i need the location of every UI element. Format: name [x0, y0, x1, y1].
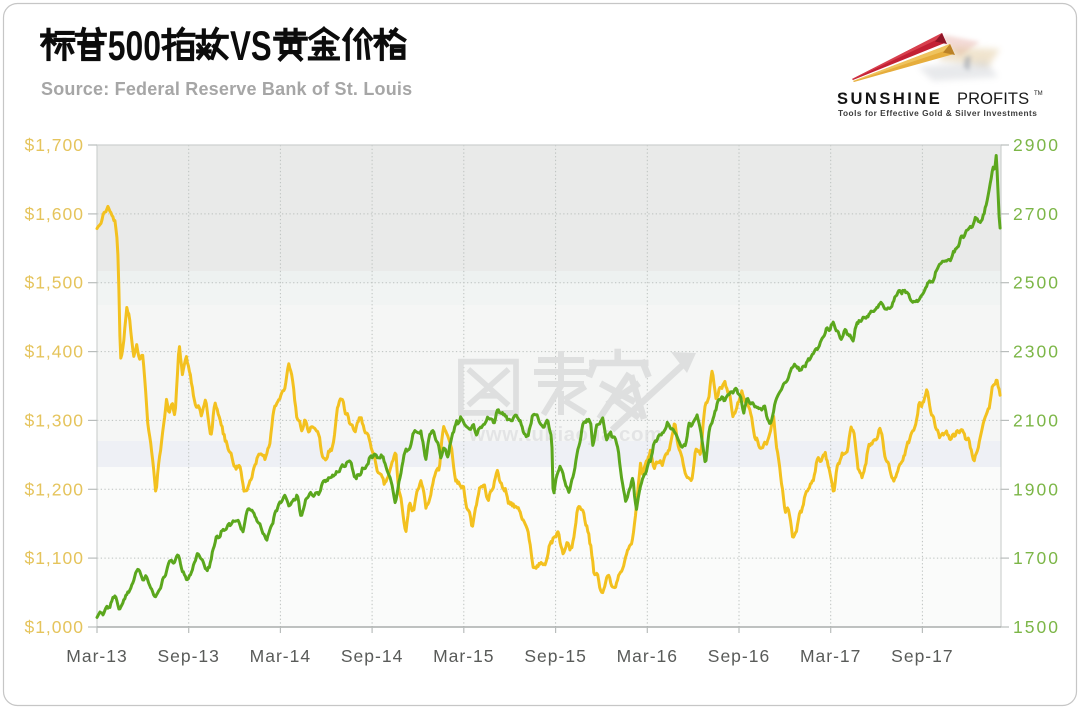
svg-text:www.tubiaojia.com: www.tubiaojia.com [468, 423, 662, 446]
svg-text:Mar-15: Mar-15 [433, 646, 494, 666]
svg-text:$1,400: $1,400 [24, 342, 84, 362]
svg-text:Mar-17: Mar-17 [800, 646, 861, 666]
svg-text:1900: 1900 [1013, 479, 1060, 499]
svg-text:$1,100: $1,100 [24, 548, 84, 568]
svg-text:Source: Federal Reserve Bank o: Source: Federal Reserve Bank of St. Loui… [41, 79, 412, 99]
svg-text:VS: VS [230, 22, 271, 69]
svg-text:Mar-16: Mar-16 [617, 646, 678, 666]
svg-text:Mar-13: Mar-13 [66, 646, 127, 666]
svg-text:PROFITS: PROFITS [957, 90, 1029, 108]
svg-text:$1,700: $1,700 [24, 135, 84, 155]
svg-text:2500: 2500 [1013, 273, 1060, 293]
svg-text:2100: 2100 [1013, 410, 1060, 430]
svg-text:$1,200: $1,200 [24, 479, 84, 499]
svg-text:Mar-14: Mar-14 [250, 646, 311, 666]
svg-text:$1,000: $1,000 [24, 617, 84, 637]
svg-text:Sep-13: Sep-13 [157, 646, 219, 666]
svg-text:$1,500: $1,500 [24, 273, 84, 293]
svg-text:Sep-15: Sep-15 [524, 646, 586, 666]
svg-text:Sep-17: Sep-17 [891, 646, 953, 666]
svg-text:1700: 1700 [1013, 548, 1060, 568]
svg-text:2900: 2900 [1013, 135, 1060, 155]
svg-text:2700: 2700 [1013, 204, 1060, 224]
svg-text:TM: TM [1034, 91, 1043, 97]
svg-text:Sep-14: Sep-14 [341, 646, 403, 666]
svg-text:$1,300: $1,300 [24, 410, 84, 430]
svg-text:2300: 2300 [1013, 342, 1060, 362]
svg-text:500: 500 [108, 22, 161, 69]
svg-text:1500: 1500 [1013, 617, 1060, 637]
svg-text:SUNSHINE: SUNSHINE [837, 90, 942, 108]
svg-text:Sep-16: Sep-16 [708, 646, 770, 666]
svg-text:Tools for Effective Gold & Sil: Tools for Effective Gold & Silver Invest… [838, 108, 1037, 118]
svg-text:$1,600: $1,600 [24, 204, 84, 224]
